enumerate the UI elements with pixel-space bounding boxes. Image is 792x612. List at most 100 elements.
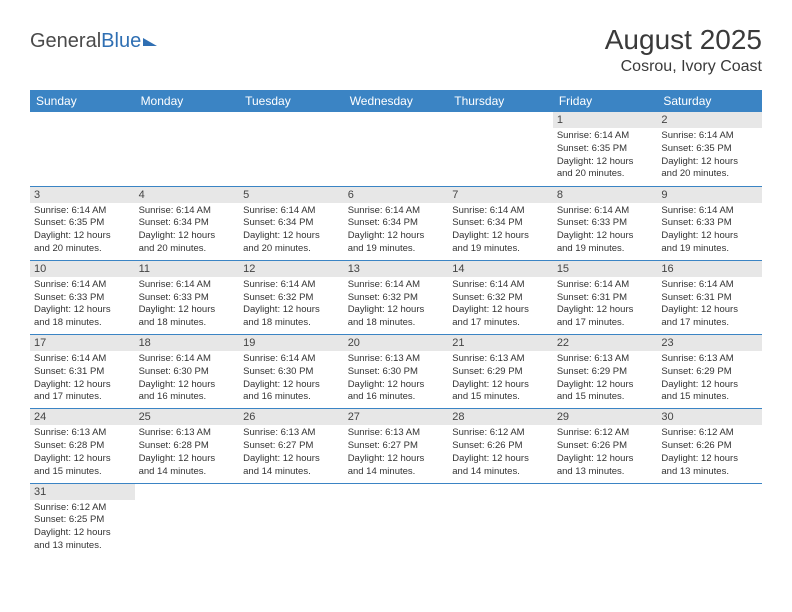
day-detail-line: Daylight: 12 hours [139, 230, 236, 243]
day-detail-line: Daylight: 12 hours [557, 156, 654, 169]
day-detail-line: Sunrise: 6:14 AM [34, 205, 131, 218]
day-detail-line: Sunrise: 6:14 AM [557, 130, 654, 143]
week-row: 31Sunrise: 6:12 AMSunset: 6:25 PMDayligh… [30, 483, 762, 557]
day-detail-line: Daylight: 12 hours [661, 453, 758, 466]
day-detail-line: Sunrise: 6:14 AM [661, 130, 758, 143]
day-detail-line: and 19 minutes. [452, 243, 549, 256]
day-number: 5 [239, 187, 344, 203]
day-cell: 19Sunrise: 6:14 AMSunset: 6:30 PMDayligh… [239, 335, 344, 409]
day-detail-line: Sunrise: 6:14 AM [243, 353, 340, 366]
day-detail-line: and 20 minutes. [34, 243, 131, 256]
logo-text-1: General [30, 30, 101, 53]
day-details: Sunrise: 6:14 AMSunset: 6:35 PMDaylight:… [557, 130, 654, 181]
day-details: Sunrise: 6:12 AMSunset: 6:26 PMDaylight:… [452, 427, 549, 478]
dow-tuesday: Tuesday [239, 90, 344, 112]
day-detail-line: Sunrise: 6:13 AM [139, 427, 236, 440]
day-detail-line: Daylight: 12 hours [661, 379, 758, 392]
day-cell: 11Sunrise: 6:14 AMSunset: 6:33 PMDayligh… [135, 260, 240, 334]
location: Cosrou, Ivory Coast [605, 58, 762, 76]
day-detail-line: and 18 minutes. [139, 317, 236, 330]
day-detail-line: Sunset: 6:33 PM [661, 217, 758, 230]
logo-flag-icon [143, 38, 157, 46]
day-cell: 24Sunrise: 6:13 AMSunset: 6:28 PMDayligh… [30, 409, 135, 483]
dow-thursday: Thursday [448, 90, 553, 112]
day-details: Sunrise: 6:14 AMSunset: 6:31 PMDaylight:… [661, 279, 758, 330]
dow-friday: Friday [553, 90, 658, 112]
day-detail-line: Daylight: 12 hours [34, 527, 131, 540]
day-detail-line: Sunset: 6:28 PM [139, 440, 236, 453]
day-cell: 10Sunrise: 6:14 AMSunset: 6:33 PMDayligh… [30, 260, 135, 334]
day-detail-line: Sunrise: 6:14 AM [348, 279, 445, 292]
day-detail-line: and 14 minutes. [452, 466, 549, 479]
day-number: 14 [448, 261, 553, 277]
day-details: Sunrise: 6:13 AMSunset: 6:27 PMDaylight:… [243, 427, 340, 478]
day-detail-line: and 15 minutes. [34, 466, 131, 479]
day-cell: 15Sunrise: 6:14 AMSunset: 6:31 PMDayligh… [553, 260, 658, 334]
day-details: Sunrise: 6:14 AMSunset: 6:33 PMDaylight:… [139, 279, 236, 330]
day-detail-line: and 16 minutes. [243, 391, 340, 404]
day-details: Sunrise: 6:13 AMSunset: 6:29 PMDaylight:… [557, 353, 654, 404]
day-cell: 5Sunrise: 6:14 AMSunset: 6:34 PMDaylight… [239, 186, 344, 260]
day-details: Sunrise: 6:13 AMSunset: 6:30 PMDaylight:… [348, 353, 445, 404]
day-number: 19 [239, 335, 344, 351]
day-detail-line: Sunrise: 6:12 AM [557, 427, 654, 440]
day-number: 26 [239, 409, 344, 425]
day-detail-line: Sunrise: 6:14 AM [452, 279, 549, 292]
day-detail-line: Sunset: 6:28 PM [34, 440, 131, 453]
day-detail-line: Daylight: 12 hours [661, 156, 758, 169]
day-cell: 20Sunrise: 6:13 AMSunset: 6:30 PMDayligh… [344, 335, 449, 409]
day-number: 22 [553, 335, 658, 351]
week-row: 3Sunrise: 6:14 AMSunset: 6:35 PMDaylight… [30, 186, 762, 260]
day-detail-line: Sunset: 6:30 PM [243, 366, 340, 379]
dow-saturday: Saturday [657, 90, 762, 112]
day-number: 31 [30, 484, 135, 500]
day-detail-line: and 15 minutes. [661, 391, 758, 404]
day-detail-line: and 20 minutes. [139, 243, 236, 256]
day-details: Sunrise: 6:14 AMSunset: 6:32 PMDaylight:… [452, 279, 549, 330]
day-detail-line: Sunrise: 6:13 AM [348, 353, 445, 366]
day-detail-line: Sunset: 6:35 PM [661, 143, 758, 156]
day-number: 1 [553, 112, 658, 128]
day-number: 16 [657, 261, 762, 277]
day-detail-line: Sunrise: 6:13 AM [661, 353, 758, 366]
day-detail-line: Sunset: 6:34 PM [452, 217, 549, 230]
day-detail-line: Sunrise: 6:14 AM [661, 205, 758, 218]
day-detail-line: Daylight: 12 hours [348, 453, 445, 466]
day-cell: 12Sunrise: 6:14 AMSunset: 6:32 PMDayligh… [239, 260, 344, 334]
day-cell: 21Sunrise: 6:13 AMSunset: 6:29 PMDayligh… [448, 335, 553, 409]
day-number: 10 [30, 261, 135, 277]
day-detail-line: Sunset: 6:30 PM [139, 366, 236, 379]
day-detail-line: Sunrise: 6:13 AM [243, 427, 340, 440]
day-cell: 16 Sunrise: 6:14 AMSunset: 6:31 PMDayligh… [657, 260, 762, 334]
day-detail-line: and 17 minutes. [452, 317, 549, 330]
week-row: 17Sunrise: 6:14 AMSunset: 6:31 PMDayligh… [30, 335, 762, 409]
day-detail-line: Daylight: 12 hours [661, 230, 758, 243]
day-number: 8 [553, 187, 658, 203]
day-detail-line: Sunrise: 6:14 AM [452, 205, 549, 218]
day-number: 30 [657, 409, 762, 425]
day-cell: 7Sunrise: 6:14 AMSunset: 6:34 PMDaylight… [448, 186, 553, 260]
day-detail-line: Daylight: 12 hours [452, 304, 549, 317]
day-detail-line: Daylight: 12 hours [34, 230, 131, 243]
week-row: 10Sunrise: 6:14 AMSunset: 6:33 PMDayligh… [30, 260, 762, 334]
day-details: Sunrise: 6:14 AMSunset: 6:35 PMDaylight:… [661, 130, 758, 181]
day-detail-line: Sunrise: 6:14 AM [348, 205, 445, 218]
day-number: 23 [657, 335, 762, 351]
day-number: 17 [30, 335, 135, 351]
day-detail-line: Daylight: 12 hours [243, 453, 340, 466]
day-detail-line: Sunset: 6:29 PM [557, 366, 654, 379]
day-cell [239, 112, 344, 186]
day-cell: 3Sunrise: 6:14 AMSunset: 6:35 PMDaylight… [30, 186, 135, 260]
day-detail-line: Sunset: 6:32 PM [452, 292, 549, 305]
day-detail-line: and 19 minutes. [661, 243, 758, 256]
day-detail-line: and 18 minutes. [243, 317, 340, 330]
day-details: Sunrise: 6:14 AMSunset: 6:30 PMDaylight:… [139, 353, 236, 404]
day-cell [135, 112, 240, 186]
day-cell: 23Sunrise: 6:13 AMSunset: 6:29 PMDayligh… [657, 335, 762, 409]
day-detail-line: Sunrise: 6:14 AM [139, 279, 236, 292]
day-detail-line: Sunset: 6:32 PM [243, 292, 340, 305]
day-number: 2 [657, 112, 762, 128]
day-number: 6 [344, 187, 449, 203]
day-detail-line: Daylight: 12 hours [661, 304, 758, 317]
day-detail-line: Daylight: 12 hours [452, 379, 549, 392]
